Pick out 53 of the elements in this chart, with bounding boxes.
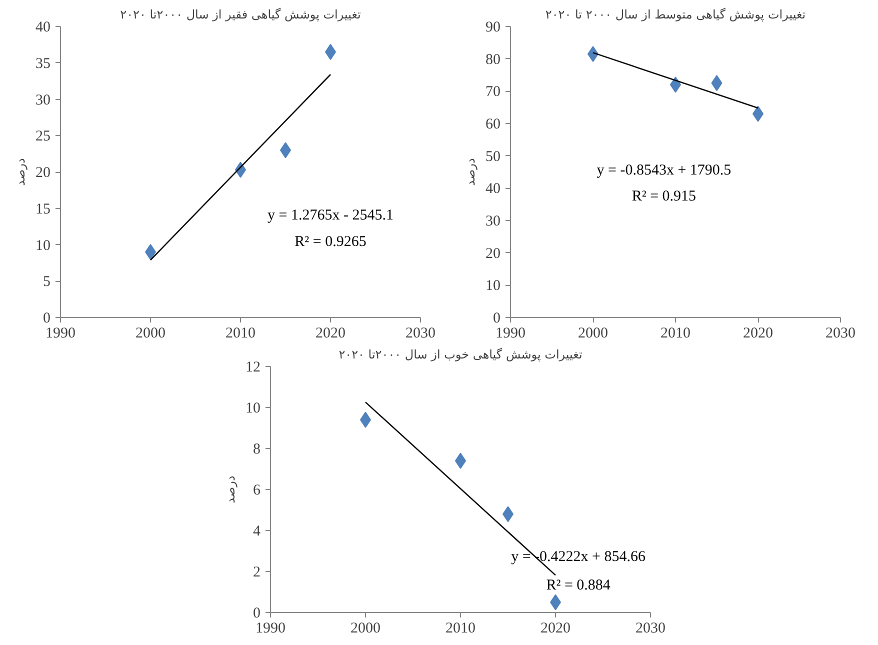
x-tick-label: 2010 — [226, 326, 256, 342]
y-tick-label: 20 — [36, 165, 50, 181]
x-tick-label: 2000 — [578, 326, 608, 342]
y-tick-label: 90 — [486, 20, 500, 36]
y-axis-title: درصد — [464, 158, 478, 186]
x-tick-label: 2030 — [636, 620, 666, 636]
x-tick-label: 1990 — [496, 326, 526, 342]
x-tick-label: 2020 — [743, 326, 773, 342]
y-tick-label: 8 — [253, 442, 260, 458]
chart-title: تغییرات پوشش گیاهی خوب از سال ۲۰۰۰تا ۲۰۲۰ — [338, 348, 582, 362]
annotation: R² = 0.915 — [632, 188, 696, 205]
x-tick-label: 1990 — [46, 326, 76, 342]
y-tick-label: 10 — [486, 278, 500, 294]
y-tick-label: 35 — [36, 56, 50, 72]
y-tick-label: 30 — [36, 92, 50, 108]
y-axis-title: درصد — [224, 476, 238, 504]
x-tick-label: 1990 — [256, 620, 286, 636]
x-tick-label: 2020 — [316, 326, 346, 342]
x-tick-label: 2010 — [446, 620, 476, 636]
x-tick-label: 2000 — [350, 620, 380, 636]
y-tick-label: 40 — [486, 181, 500, 198]
y-tick-label: 70 — [486, 84, 500, 100]
y-tick-label: 25 — [36, 128, 50, 145]
x-tick-label: 2030 — [406, 326, 436, 342]
x-tick-label: 2010 — [660, 326, 690, 342]
y-tick-label: 0 — [43, 310, 50, 326]
y-tick-label: 4 — [253, 524, 261, 540]
y-tick-label: 10 — [246, 400, 260, 416]
y-tick-label: 12 — [246, 360, 260, 376]
annotation: R² = 0.9265 — [294, 234, 366, 250]
y-tick-label: 10 — [36, 238, 50, 254]
y-tick-label: 40 — [36, 20, 50, 36]
y-axis-title: درصد — [14, 158, 28, 186]
y-tick-label: 0 — [253, 606, 260, 622]
y-tick-label: 30 — [486, 214, 500, 230]
chart-title: تغییرات پوشش گیاهی فقیر از سال ۲۰۰۰تا ۲۰۲۰ — [120, 8, 361, 22]
annotation: R² = 0.884 — [546, 577, 611, 594]
y-tick-label: 50 — [486, 148, 500, 165]
annotation: y = -0.8543x + 1790.5 — [596, 162, 732, 179]
x-tick-label: 2030 — [826, 326, 856, 342]
chart-title: تغییرات پوشش گیاهی متوسط از سال ۲۰۰۰ تا ۲۰۲۰ — [545, 8, 806, 22]
y-tick-label: 15 — [36, 201, 50, 218]
annotation: y = 1.2765x - 2545.1 — [268, 208, 394, 224]
y-tick-label: 0 — [493, 310, 500, 326]
annotation: y = -0.4222x + 854.66 — [511, 549, 646, 566]
y-tick-label: 60 — [486, 116, 500, 132]
y-tick-label: 6 — [253, 482, 261, 498]
x-tick-label: 2020 — [540, 620, 570, 636]
x-tick-label: 2000 — [136, 326, 166, 342]
y-tick-label: 80 — [486, 52, 500, 68]
y-tick-label: 20 — [486, 246, 500, 262]
y-tick-label: 5 — [43, 274, 50, 290]
y-tick-label: 2 — [253, 564, 260, 580]
